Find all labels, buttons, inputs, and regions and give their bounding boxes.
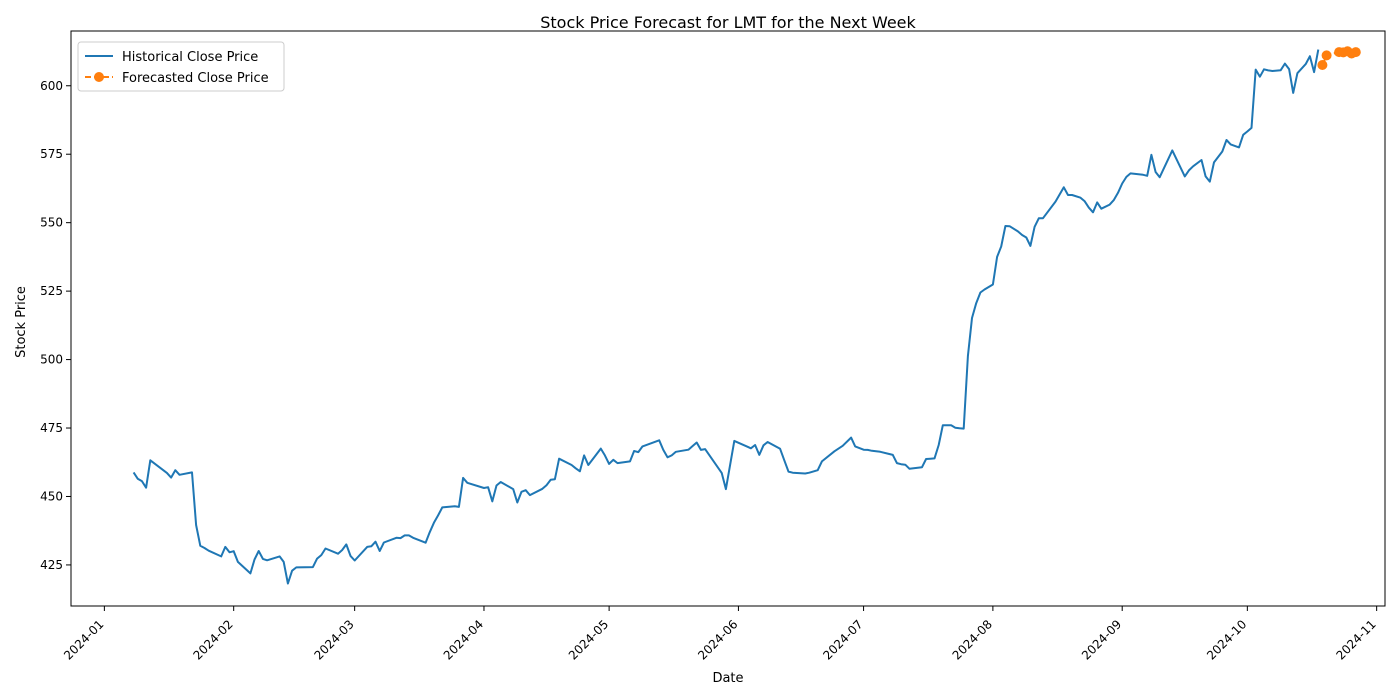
y-tick-label: 525 xyxy=(40,284,63,298)
legend-historical-label: Historical Close Price xyxy=(122,50,258,65)
x-tick-label: 2024-04 xyxy=(441,617,486,662)
y-tick-label: 575 xyxy=(40,147,63,161)
x-tick-label: 2024-03 xyxy=(311,617,356,662)
x-tick-label: 2024-09 xyxy=(1079,617,1124,662)
x-tick-label: 2024-11 xyxy=(1333,617,1378,662)
x-tick-label: 2024-02 xyxy=(190,617,235,662)
y-tick-label: 600 xyxy=(40,79,63,93)
y-tick-label: 475 xyxy=(40,421,63,435)
legend-forecast-marker xyxy=(94,72,104,82)
x-tick-label: 2024-05 xyxy=(566,617,611,662)
series-line-historical xyxy=(134,50,1319,584)
y-tick-label: 425 xyxy=(40,558,63,572)
x-tick-label: 2024-01 xyxy=(61,617,106,662)
series-layer xyxy=(134,46,1361,583)
y-axis: 425 450 475 500 525 550 575 600 xyxy=(40,79,71,572)
forecast-point xyxy=(1351,47,1361,57)
forecast-point xyxy=(1322,50,1332,60)
legend-forecast-label: Forecasted Close Price xyxy=(122,71,269,86)
y-tick-label: 550 xyxy=(40,216,63,230)
x-axis-label: Date xyxy=(712,671,743,686)
legend: Historical Close Price Forecasted Close … xyxy=(78,42,284,91)
plot-frame xyxy=(71,31,1385,606)
x-tick-label: 2024-07 xyxy=(820,617,865,662)
plot-area xyxy=(71,31,1385,606)
x-tick-label: 2024-10 xyxy=(1204,617,1249,662)
forecast-point xyxy=(1317,60,1327,70)
y-tick-label: 450 xyxy=(40,489,63,503)
x-tick-label: 2024-06 xyxy=(695,617,740,662)
y-axis-label: Stock Price xyxy=(14,286,29,358)
chart-title: Stock Price Forecast for LMT for the Nex… xyxy=(540,13,916,32)
x-axis: 2024-01 2024-02 2024-03 2024-04 2024-05 2024-… xyxy=(61,606,1379,663)
x-tick-label: 2024-08 xyxy=(950,617,995,662)
y-tick-label: 500 xyxy=(40,353,63,367)
